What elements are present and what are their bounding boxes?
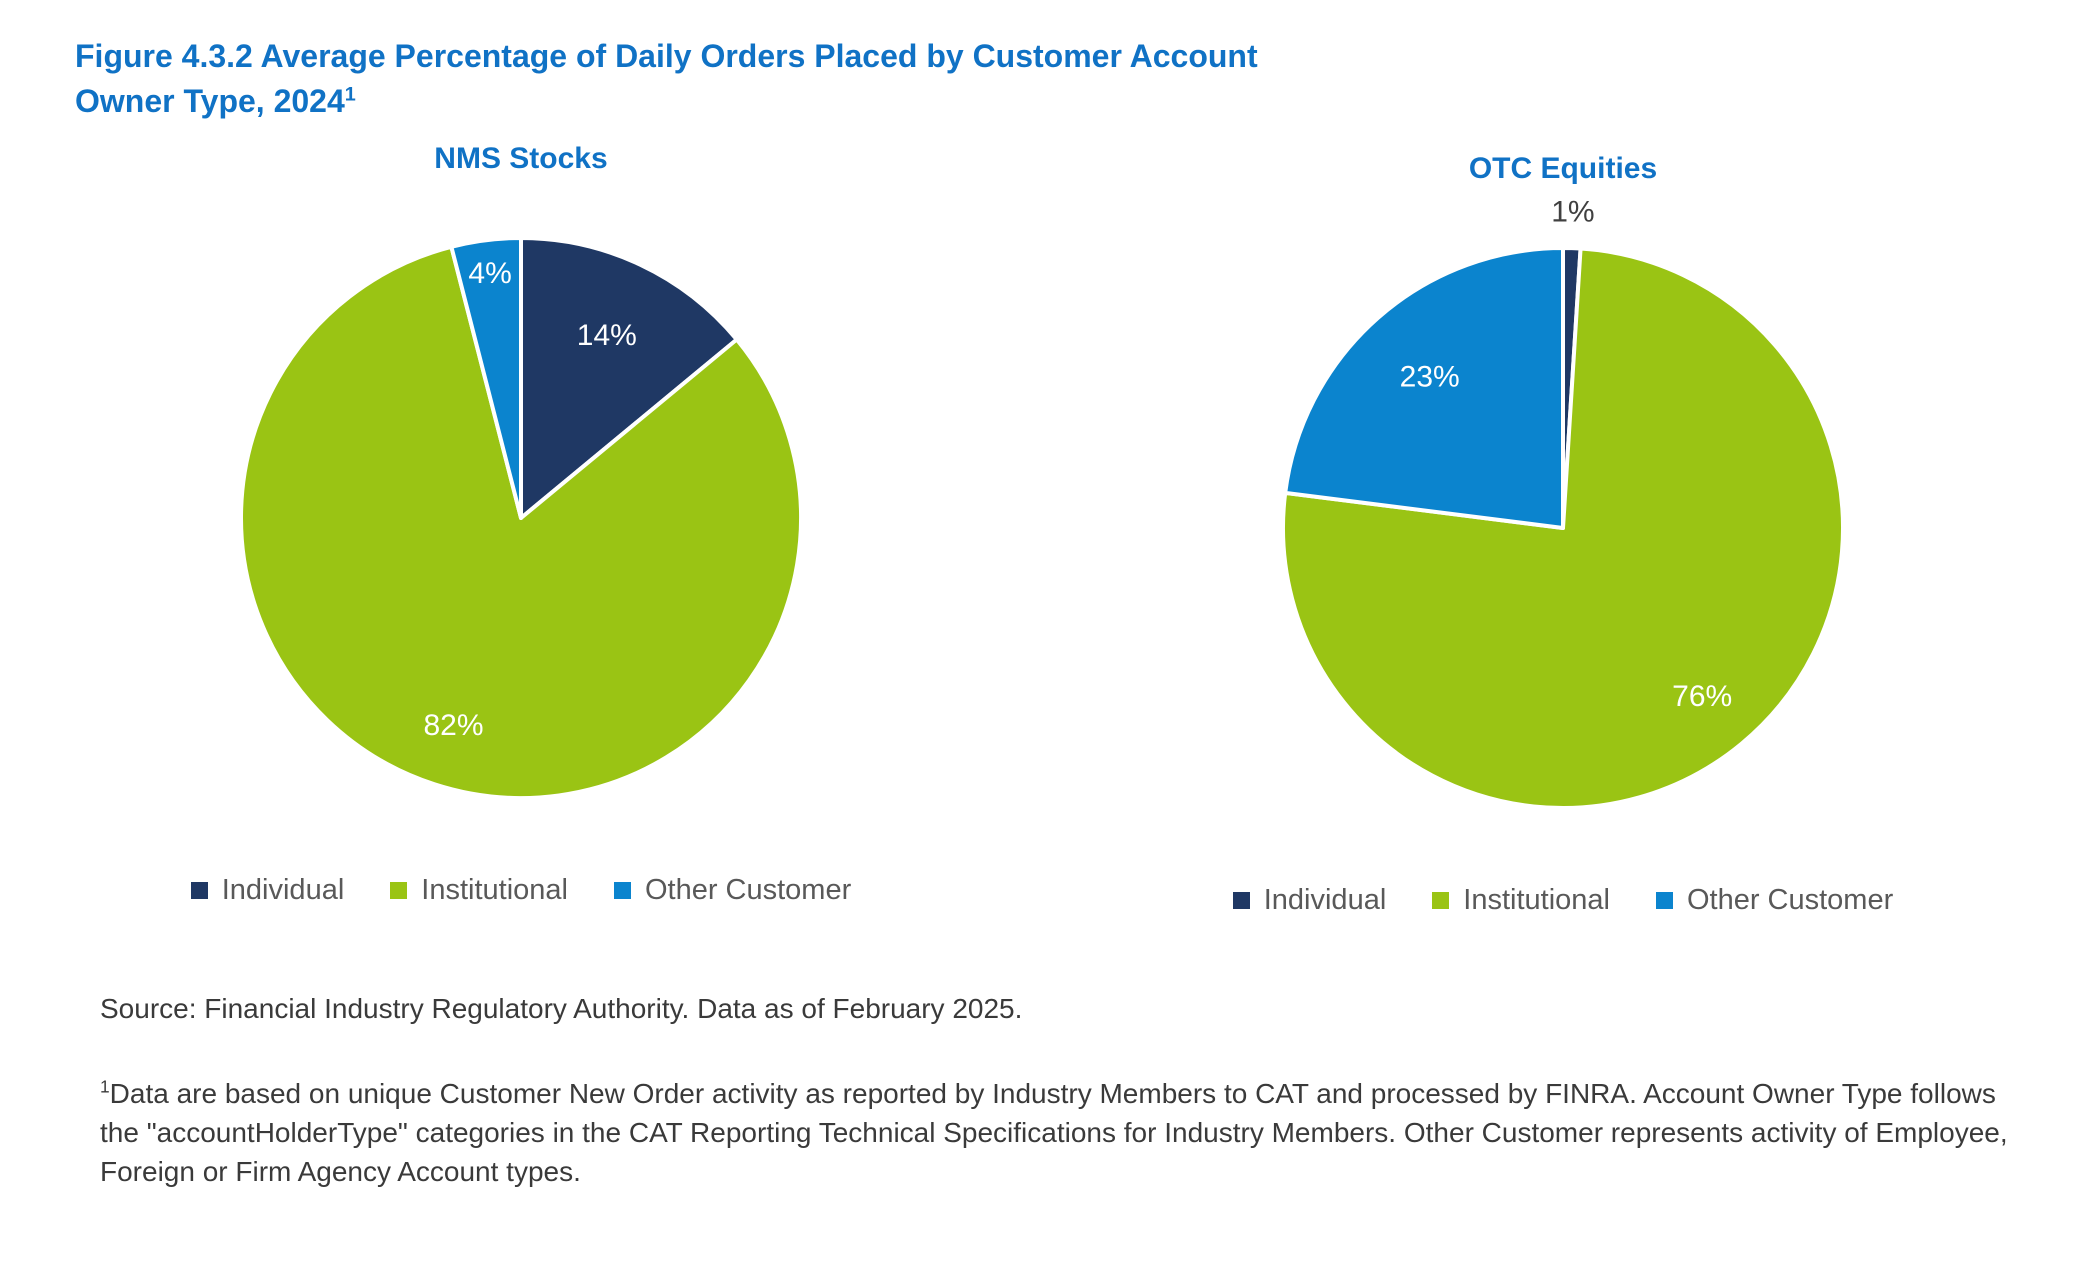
legend-item-institutional: Institutional <box>1432 884 1610 917</box>
legend-otc: Individual Institutional Other Customer <box>1232 884 1894 917</box>
footnote-text: Data are based on unique Customer New Or… <box>100 1078 2008 1187</box>
report-figure-page: Figure 4.3.2 Average Percentage of Daily… <box>0 34 2084 1286</box>
pie-chart-otc-equities: 1% 76% 23% <box>1281 195 1845 810</box>
figure-title-superscript: 1 <box>344 83 356 106</box>
pie-slice-institutional <box>239 244 803 800</box>
figure-title: Figure 4.3.2 Average Percentage of Daily… <box>75 34 1775 124</box>
footnote-superscript: 1 <box>100 1076 110 1097</box>
legend-item-institutional: Institutional <box>390 874 568 907</box>
legend-item-other-customer: Other Customer <box>1655 884 1894 917</box>
footnote: 1Data are based on unique Customer New O… <box>100 1074 2030 1191</box>
legend-item-individual: Individual <box>190 874 345 907</box>
legend-label-other-customer: Other Customer <box>1686 884 1894 916</box>
legend-label-individual: Individual <box>221 874 345 906</box>
legend-swatch-individual <box>1232 892 1250 909</box>
chart-nms-stocks: NMS Stocks 14% 82% 4% Individual Institutio… <box>0 130 1042 917</box>
legend-label-individual: Individual <box>1263 884 1387 916</box>
slice-label-institutional: 82% <box>423 709 483 742</box>
slice-label-institutional: 76% <box>1672 680 1732 713</box>
slice-label-individual: 1% <box>1551 195 1594 228</box>
figure-title-line2: Owner Type, 2024 <box>75 83 345 119</box>
pie-slice-other-customer <box>1283 246 1565 530</box>
legend-label-other-customer: Other Customer <box>644 874 852 906</box>
legend-nms: Individual Institutional Other Customer <box>190 874 852 907</box>
pie-slice-other-customer <box>449 236 523 520</box>
legend-label-institutional: Institutional <box>421 874 568 906</box>
figure-title-line1: Figure 4.3.2 Average Percentage of Daily… <box>75 38 1258 74</box>
source-note: Source: Financial Industry Regulatory Au… <box>100 993 1023 1024</box>
figure-footer: Source: Financial Industry Regulatory Au… <box>100 989 2030 1191</box>
chart-subtitle-nms: NMS Stocks <box>434 142 608 175</box>
charts-row: NMS Stocks 14% 82% 4% Individual Institutio… <box>0 130 2084 917</box>
legend-label-institutional: Institutional <box>1463 884 1610 916</box>
legend-swatch-individual <box>190 882 208 899</box>
slice-label-other-customer: 23% <box>1400 360 1460 393</box>
legend-swatch-other-customer <box>1655 892 1673 909</box>
pie-slice-individual <box>519 236 739 520</box>
legend-item-individual: Individual <box>1232 884 1387 917</box>
pie-chart-nms-stocks: 14% 82% 4% <box>239 236 803 800</box>
legend-swatch-institutional <box>1432 892 1450 909</box>
legend-swatch-institutional <box>390 882 408 899</box>
chart-subtitle-otc: OTC Equities <box>1468 152 1658 185</box>
slice-label-individual: 14% <box>577 319 637 352</box>
legend-item-other-customer: Other Customer <box>613 874 852 907</box>
slice-label-other-customer: 4% <box>468 257 511 290</box>
legend-swatch-other-customer <box>613 882 631 899</box>
chart-otc-equities: OTC Equities 1% 76% 23% Individual Institut… <box>1042 130 2084 917</box>
